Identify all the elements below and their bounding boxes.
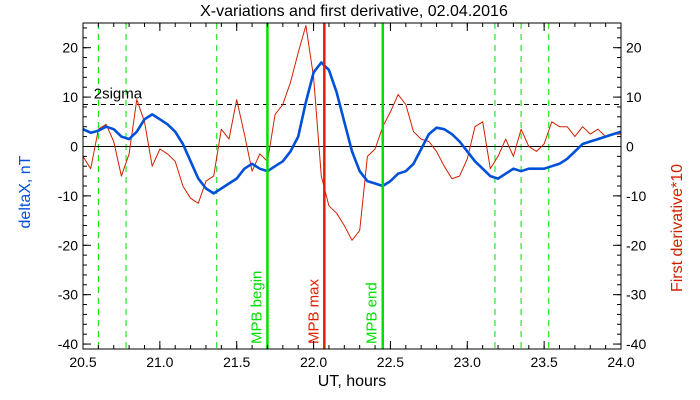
y-tick-label-left: -20 xyxy=(58,237,78,253)
y-tick-label-right: 0 xyxy=(626,138,634,154)
y-axis-right-title: First derivative*10 xyxy=(669,164,686,292)
threshold-label: 2sigma xyxy=(94,86,143,103)
x-tick-label: 23.5 xyxy=(531,354,558,370)
y-tick-label-left: -30 xyxy=(58,287,78,303)
marker-label-mpb-max: MPB max xyxy=(305,278,322,344)
y-tick-label-right: -20 xyxy=(626,237,646,253)
y-tick-label-right: -10 xyxy=(626,188,646,204)
y-tick-label-left: 10 xyxy=(62,89,78,105)
marks-layer xyxy=(82,23,622,349)
series-derivative-line xyxy=(82,25,621,241)
y-tick-label-right: -40 xyxy=(626,336,646,352)
y-tick-label-right: 20 xyxy=(626,40,642,56)
x-tick-label: 24.0 xyxy=(607,354,634,370)
y-axis-right: -40 -30 -20 -10 0 10 20 xyxy=(613,27,646,352)
chart-title: X-variations and first derivative, 02.04… xyxy=(200,3,508,20)
x-axis: 20.5 21.0 21.5 22.0 22.5 23.0 23.5 24.0 xyxy=(69,23,635,370)
x-tick-label: 23.0 xyxy=(454,354,481,370)
plot-frame xyxy=(82,22,622,350)
x-tick-label: 21.5 xyxy=(223,354,250,370)
y-tick-label-right: 10 xyxy=(626,89,642,105)
x-axis-title: UT, hours xyxy=(318,373,386,390)
y-tick-label-left: -40 xyxy=(58,336,78,352)
y-tick-label-left: -10 xyxy=(58,188,78,204)
y-axis-left: -40 -30 -20 -10 0 10 20 xyxy=(58,27,91,352)
x-tick-label: 22.0 xyxy=(300,354,327,370)
x-tick-label: 22.5 xyxy=(377,354,404,370)
y-axis-left-title: deltaX, nT xyxy=(17,155,34,228)
marker-label-mpb-begin: MPB begin xyxy=(248,271,265,344)
annotation-layer: 2sigma MPB begin MPB max MPB end xyxy=(94,86,381,345)
y-tick-label-left: 0 xyxy=(70,138,78,154)
x-tick-label: 20.5 xyxy=(69,354,96,370)
marker-label-mpb-end: MPB end xyxy=(364,282,381,344)
x-tick-label: 21.0 xyxy=(146,354,173,370)
y-tick-label-left: 20 xyxy=(62,40,78,56)
y-tick-label-right: -30 xyxy=(626,287,646,303)
series-deltax-line xyxy=(82,61,622,195)
